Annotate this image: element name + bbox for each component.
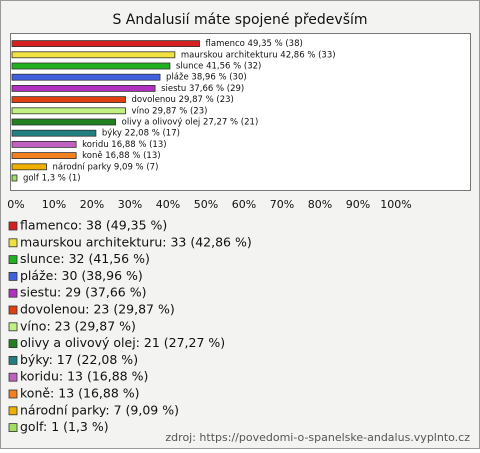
bar-label: siestu 37,66 % (29)	[161, 84, 244, 94]
x-tick-label: 50%	[194, 198, 218, 211]
bar	[11, 118, 117, 126]
x-tick-label: 0%	[7, 198, 24, 211]
legend-swatch	[8, 221, 18, 231]
bar-label: olivy a olivový olej 27,27 % (21)	[122, 118, 259, 128]
bar	[11, 73, 161, 81]
legend-label: dovolenou: 23 (29,87 %)	[20, 302, 175, 317]
legend-label: koridu: 13 (16,88 %)	[20, 369, 148, 384]
bar-label: maurskou architekturu 42,86 % (33)	[181, 50, 336, 60]
legend-label: flamenco: 38 (49,35 %)	[20, 218, 167, 233]
bar	[11, 62, 171, 70]
legend-swatch	[8, 339, 18, 349]
legend-swatch	[8, 305, 18, 315]
legend-label: národní parky: 7 (9,09 %)	[20, 402, 179, 417]
x-tick-label: 80%	[308, 198, 332, 211]
x-tick-label: 90%	[346, 198, 370, 211]
legend-swatch	[8, 288, 18, 298]
legend-swatch	[8, 423, 18, 433]
source: zdroj: https://povedomi-o-spanelske-anda…	[165, 431, 470, 444]
legend-label: maurskou architekturu: 33 (42,86 %)	[20, 234, 252, 249]
legend-swatch	[8, 255, 18, 265]
bar-label: býky 22,08 % (17)	[102, 129, 180, 139]
bar-label: flamenco 49,35 % (38)	[206, 39, 303, 49]
x-tick-label: 40%	[156, 198, 180, 211]
bar	[11, 96, 126, 103]
legend-label: golf: 1 (1,3 %)	[20, 419, 109, 434]
bar-label: dovolenou 29,87 % (23)	[132, 95, 234, 105]
legend-label: slunce: 32 (41,56 %)	[20, 251, 150, 266]
x-tick-label: 20%	[80, 198, 104, 211]
bar-label: golf 1,3 % (1)	[23, 174, 81, 184]
legend-label: víno: 23 (29,87 %)	[20, 318, 136, 333]
x-tick-label: 70%	[270, 198, 294, 211]
x-tick-label: 30%	[118, 198, 142, 211]
x-tick-label: 100%	[380, 198, 411, 211]
bar-label: pláže 38,96 % (30)	[166, 73, 247, 83]
legend-swatch	[8, 406, 18, 416]
bar	[11, 40, 200, 47]
legend-swatch	[8, 355, 18, 365]
bar-label: národní parky 9,09 % (7)	[53, 162, 159, 172]
bar-label: koně 16,88 % (13)	[82, 151, 160, 161]
legend-swatch	[8, 389, 18, 399]
legend-label: býky: 17 (22,08 %)	[20, 352, 138, 367]
legend-swatch	[8, 238, 18, 248]
bar	[11, 174, 18, 182]
bar	[11, 107, 126, 115]
bar	[11, 51, 176, 59]
bar	[11, 140, 77, 148]
bar-label: slunce 41,56 % (32)	[176, 62, 261, 72]
legend-swatch	[8, 372, 18, 382]
legend-label: olivy a olivový olej: 21 (27,27 %)	[20, 335, 225, 350]
chart-title: S Andalusií máte spojené především	[112, 12, 367, 28]
legend-label: siestu: 29 (37,66 %)	[20, 285, 146, 300]
bar-label: víno 29,87 % (23)	[132, 106, 208, 116]
x-tick-label: 60%	[232, 198, 256, 211]
bar	[11, 85, 156, 92]
legend-label: koně: 13 (16,88 %)	[20, 386, 140, 401]
bar-label: koridu 16,88 % (13)	[82, 140, 166, 150]
legend-swatch	[8, 271, 18, 281]
bar	[11, 129, 97, 137]
bar	[11, 152, 77, 160]
legend-label: pláže: 30 (38,96 %)	[20, 268, 143, 283]
bar	[11, 163, 47, 171]
x-tick-label: 10%	[42, 198, 66, 211]
legend-swatch	[8, 322, 18, 332]
